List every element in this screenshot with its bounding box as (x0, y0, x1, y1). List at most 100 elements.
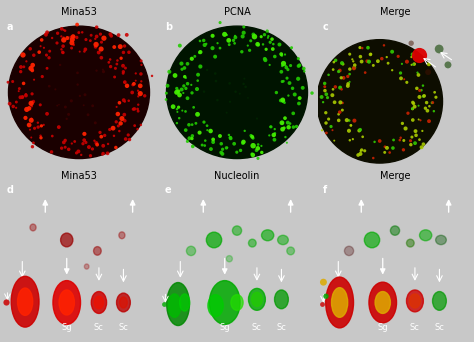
Point (184, 95, 191, 101)
Point (62, 138, 69, 143)
Point (346, 118, 353, 123)
Point (28, 68, 36, 73)
Point (321, 84, 328, 89)
Point (73, 35, 81, 40)
Ellipse shape (365, 232, 380, 248)
Point (43, 111, 51, 117)
Point (17, 64, 25, 70)
Point (81, 92, 89, 97)
Point (265, 133, 273, 138)
Point (107, 31, 114, 37)
Point (336, 68, 344, 73)
Point (378, 56, 386, 61)
Point (287, 63, 294, 68)
Point (60, 140, 68, 145)
Point (69, 37, 76, 42)
Point (384, 61, 392, 66)
Point (43, 29, 51, 35)
Point (249, 143, 257, 148)
Point (212, 78, 220, 84)
Point (218, 141, 225, 146)
Point (340, 75, 347, 81)
Point (397, 135, 404, 141)
Point (100, 143, 107, 148)
Point (53, 40, 61, 46)
Point (55, 124, 63, 130)
Point (120, 97, 128, 103)
Point (181, 74, 189, 79)
Point (415, 103, 422, 108)
Point (300, 66, 308, 71)
Point (98, 55, 105, 61)
Point (201, 138, 209, 143)
Point (137, 58, 145, 64)
Point (173, 86, 181, 91)
Point (396, 137, 403, 143)
Point (318, 94, 325, 100)
Point (87, 38, 94, 43)
Point (277, 98, 284, 103)
Point (182, 86, 190, 91)
Point (209, 33, 217, 39)
Point (131, 106, 138, 112)
Point (45, 55, 53, 61)
Point (294, 56, 302, 61)
Point (109, 126, 117, 131)
Point (364, 45, 372, 50)
Point (223, 145, 230, 150)
Point (264, 34, 272, 39)
Point (346, 51, 354, 57)
Point (121, 118, 128, 123)
Point (125, 98, 133, 104)
Point (176, 43, 183, 48)
Point (55, 102, 63, 107)
Point (104, 150, 111, 156)
Point (9, 79, 17, 84)
Ellipse shape (91, 291, 107, 313)
Point (34, 120, 42, 126)
Point (388, 49, 396, 54)
Point (423, 100, 430, 105)
Point (237, 148, 245, 153)
Point (81, 49, 88, 54)
Ellipse shape (231, 295, 243, 310)
Point (248, 151, 256, 157)
Point (23, 58, 30, 64)
Point (38, 74, 46, 79)
Text: Sc: Sc (252, 323, 262, 332)
Point (106, 127, 113, 132)
Point (197, 64, 204, 69)
Point (81, 131, 88, 136)
Text: b: b (165, 22, 172, 31)
Point (97, 31, 104, 37)
Ellipse shape (84, 264, 89, 269)
Point (171, 73, 179, 78)
Point (329, 87, 337, 92)
Text: Sg: Sg (377, 323, 388, 332)
Point (321, 88, 329, 93)
Point (75, 30, 82, 35)
Point (236, 91, 244, 96)
Point (279, 127, 286, 132)
Point (280, 61, 287, 66)
Point (240, 139, 247, 145)
Point (28, 104, 36, 109)
Text: Sg: Sg (219, 323, 230, 332)
Point (431, 90, 438, 95)
Point (281, 115, 289, 121)
Point (338, 61, 346, 66)
Point (408, 134, 416, 140)
Point (412, 128, 419, 134)
Point (73, 150, 80, 156)
Ellipse shape (61, 233, 73, 247)
Point (231, 41, 238, 46)
Ellipse shape (248, 288, 265, 310)
Point (335, 111, 342, 117)
Point (182, 127, 190, 133)
Point (70, 42, 78, 48)
Point (244, 95, 252, 101)
Ellipse shape (287, 247, 294, 255)
Point (59, 50, 67, 55)
Point (350, 66, 358, 71)
Point (227, 135, 234, 141)
